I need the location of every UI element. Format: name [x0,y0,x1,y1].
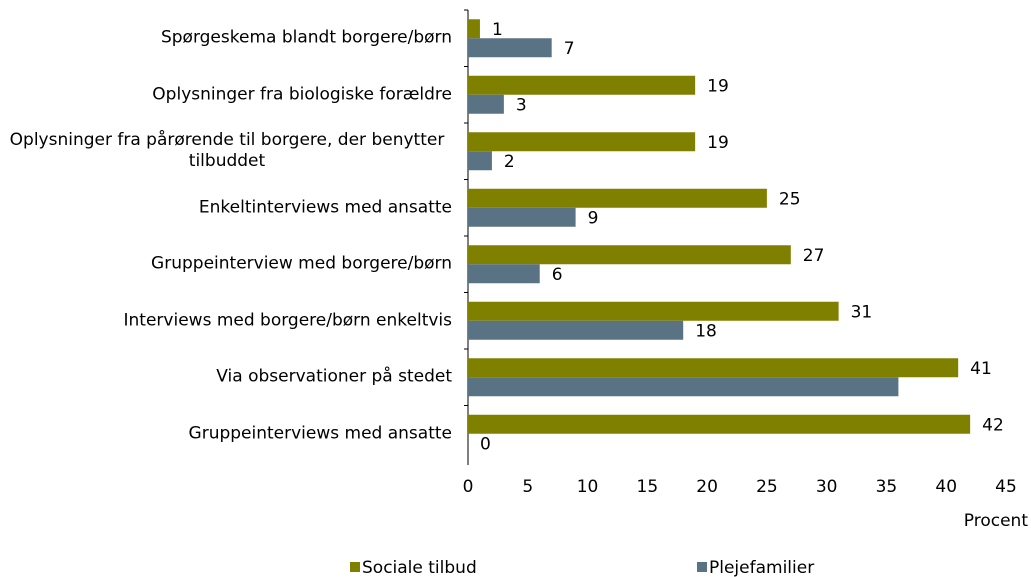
x-tick-label: 20 [696,477,718,497]
category-label: Enkeltinterviews med ansatte [198,197,452,218]
bar [468,245,791,265]
bar [468,75,696,95]
category-label-box: Oplysninger fra pårørende til borgere, d… [2,130,452,172]
data-label: 7 [564,39,575,59]
x-tick-label: 35 [876,477,898,497]
data-label: 2 [504,152,515,172]
bar [468,264,540,284]
bar [468,151,492,171]
bar [468,414,971,434]
legend-swatch [350,562,360,572]
data-label: 42 [982,415,1004,435]
bar [468,301,839,321]
category-label-box: Via observationer på stedet [2,367,452,388]
category-label: Spørgeskema blandt borgere/børn [160,27,452,48]
legend-label: Plejefamilier [709,558,814,577]
data-label: 31 [851,302,873,322]
category-label: Interviews med borgere/børn enkeltvis [123,310,452,331]
x-tick-label: 0 [463,477,474,497]
category-label-box: Enkeltinterviews med ansatte [2,197,452,218]
category-label: Gruppeinterviews med ansatte [188,423,452,444]
data-label: 3 [516,95,527,115]
x-tick-label: 25 [756,477,778,497]
data-label: 0 [480,434,491,454]
data-label: 18 [695,321,717,341]
x-tick-label: 30 [816,477,838,497]
bar [468,377,899,397]
bar [468,188,767,208]
data-label: 19 [707,133,729,153]
data-label: 9 [588,208,599,228]
category-label-box: Spørgeskema blandt borgere/børn [2,28,452,49]
category-label: Via observationer på stedet [216,366,452,387]
x-tick-label: 5 [522,477,533,497]
category-label-box: Oplysninger fra biologiske forældre [2,84,452,105]
bar [468,94,504,114]
bar [468,207,576,227]
data-label: 25 [779,189,801,209]
x-tick-label: 15 [637,477,659,497]
data-label: 41 [970,359,992,379]
x-axis-label: Procent [964,511,1029,531]
legend-label: Sociale tilbud [362,558,477,577]
category-label-box: Gruppeinterview med borgere/børn [2,254,452,275]
data-label: 1 [492,20,503,40]
category-label: Oplysninger fra pårørende til borgere, d… [9,130,445,172]
bar [468,132,696,152]
data-label: 27 [803,246,825,266]
legend-swatch [697,562,707,572]
data-label: 6 [552,265,563,285]
bar [468,358,959,378]
category-label-box: Interviews med borgere/børn enkeltvis [2,310,452,331]
category-label-box: Gruppeinterviews med ansatte [2,423,452,444]
bar [468,320,684,340]
bar [468,19,480,39]
x-tick-label: 45 [995,477,1017,497]
bar [468,38,552,58]
category-label: Oplysninger fra biologiske forældre [152,84,452,105]
x-tick-label: 40 [935,477,957,497]
category-label: Gruppeinterview med borgere/børn [151,253,452,274]
x-tick-label: 10 [577,477,599,497]
data-label: 19 [707,76,729,96]
